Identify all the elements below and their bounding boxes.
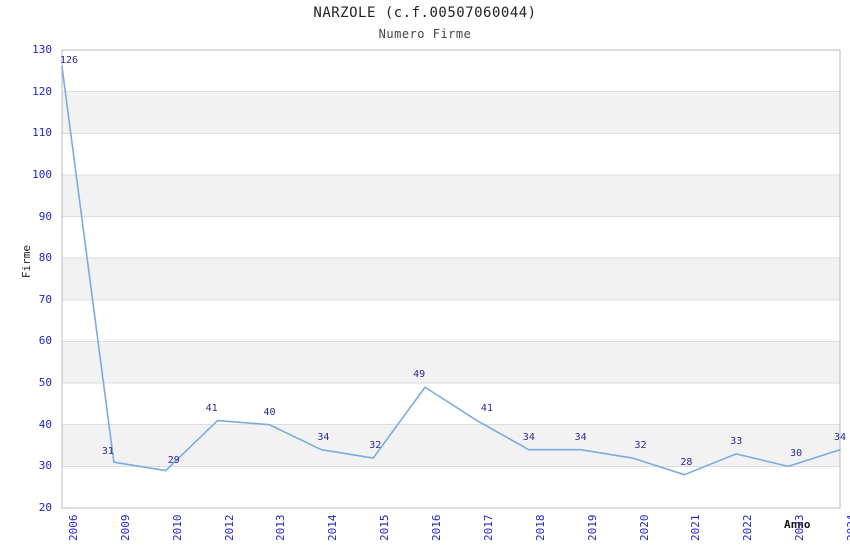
background-band xyxy=(62,174,840,217)
y-axis-tick-label: 130 xyxy=(32,43,52,56)
x-axis-tick-label: 2016 xyxy=(430,514,444,542)
data-point-label: 34 xyxy=(522,431,535,443)
y-axis-tick-label: 90 xyxy=(38,209,52,223)
x-axis-tick-label: 2023 xyxy=(793,514,807,542)
y-axis-tick-label: 30 xyxy=(38,459,52,473)
x-axis-tick-label: 2015 xyxy=(378,514,392,542)
y-axis-tick-label: 20 xyxy=(38,501,52,514)
x-axis-tick-label: 2024 xyxy=(845,514,850,542)
y-axis-tick-label: 50 xyxy=(38,376,52,390)
data-point-label: 126 xyxy=(60,54,79,66)
x-axis-label: Anno xyxy=(784,518,811,531)
background-band xyxy=(62,341,840,384)
background-band xyxy=(62,91,840,134)
y-axis-tick-label: 40 xyxy=(38,417,52,431)
x-axis-tick-label: 2018 xyxy=(533,514,547,542)
plot-frame xyxy=(61,49,841,509)
y-axis-tick-label: 120 xyxy=(32,84,52,98)
x-axis-tick-label: 2013 xyxy=(274,514,288,542)
x-axis-tick-label: 2022 xyxy=(741,514,755,542)
data-point-label: 34 xyxy=(317,431,330,443)
y-axis-tick-label: 80 xyxy=(38,251,52,265)
data-point-label: 31 xyxy=(101,446,114,458)
data-point-label: 34 xyxy=(574,431,587,443)
data-point-label: 32 xyxy=(369,440,382,452)
data-point-label: 30 xyxy=(790,448,803,460)
x-axis-tick-label: 2017 xyxy=(481,514,495,542)
y-axis-tick-label: 60 xyxy=(38,334,52,348)
x-axis-tick-label: 2012 xyxy=(222,514,236,542)
x-axis-tick-label: 2014 xyxy=(326,514,340,542)
data-line-numero-firme xyxy=(61,65,841,476)
x-axis-tick-label: 2019 xyxy=(585,514,599,542)
data-point-label: 33 xyxy=(730,435,743,447)
data-point-label: 29 xyxy=(167,454,180,466)
y-axis-tick-label: 100 xyxy=(32,167,52,181)
background-band xyxy=(62,258,840,300)
data-point-label: 28 xyxy=(680,456,693,468)
chart-subtitle: Numero Firme xyxy=(378,27,472,41)
data-point-label: 34 xyxy=(834,431,847,443)
y-axis-tick-label: 70 xyxy=(38,292,52,306)
x-axis-tick-label: 2021 xyxy=(689,514,703,542)
data-point-label: 32 xyxy=(634,440,647,452)
x-axis-tick-label: 2009 xyxy=(118,514,132,542)
data-point-label: 40 xyxy=(263,406,276,418)
x-axis-tick-label: 2010 xyxy=(170,514,184,542)
y-axis-tick-label: 110 xyxy=(32,126,52,140)
x-axis-tick-label: 2006 xyxy=(67,514,80,542)
data-point-label: 41 xyxy=(205,402,218,414)
chart-title: NARZOLE (c.f.00507060044) xyxy=(313,5,537,21)
x-axis-tick-label: 2020 xyxy=(637,514,651,542)
data-point-label: 41 xyxy=(480,402,493,414)
data-point-label: 49 xyxy=(413,369,426,381)
